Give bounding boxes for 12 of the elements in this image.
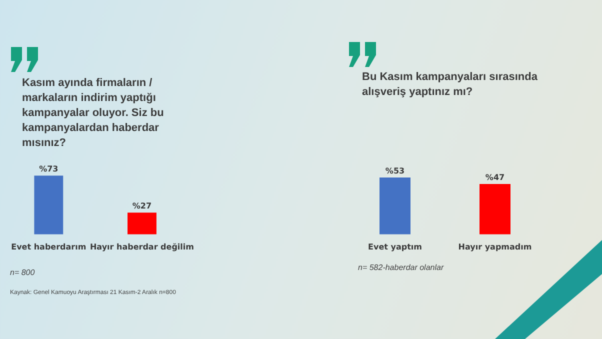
- data-label: %53: [385, 166, 405, 176]
- text: n= 582-haberdar olanlar: [358, 263, 444, 272]
- data-label: %47: [485, 173, 505, 182]
- x-tick-label: Hayır haberdar değilim: [90, 242, 194, 252]
- x-tick-label: Evet yaptım: [368, 242, 422, 252]
- x-tick-label: Evet haberdarım: [11, 242, 86, 252]
- x-tick-label: Hayır yapmadım: [458, 242, 532, 252]
- chart-title: Kasım ayında firmaların / markaların indirim yaptığı kampanyalar oluyor. Siz bu kampanyalardan haberdar mısınız?: [22, 76, 165, 151]
- chart-title: Bu Kasım kampanyaları sırasında alışveriş yaptınız mı?: [362, 70, 538, 100]
- data-label: %27: [132, 202, 152, 211]
- text: n= 800: [10, 268, 35, 277]
- data-label: %73: [39, 164, 58, 174]
